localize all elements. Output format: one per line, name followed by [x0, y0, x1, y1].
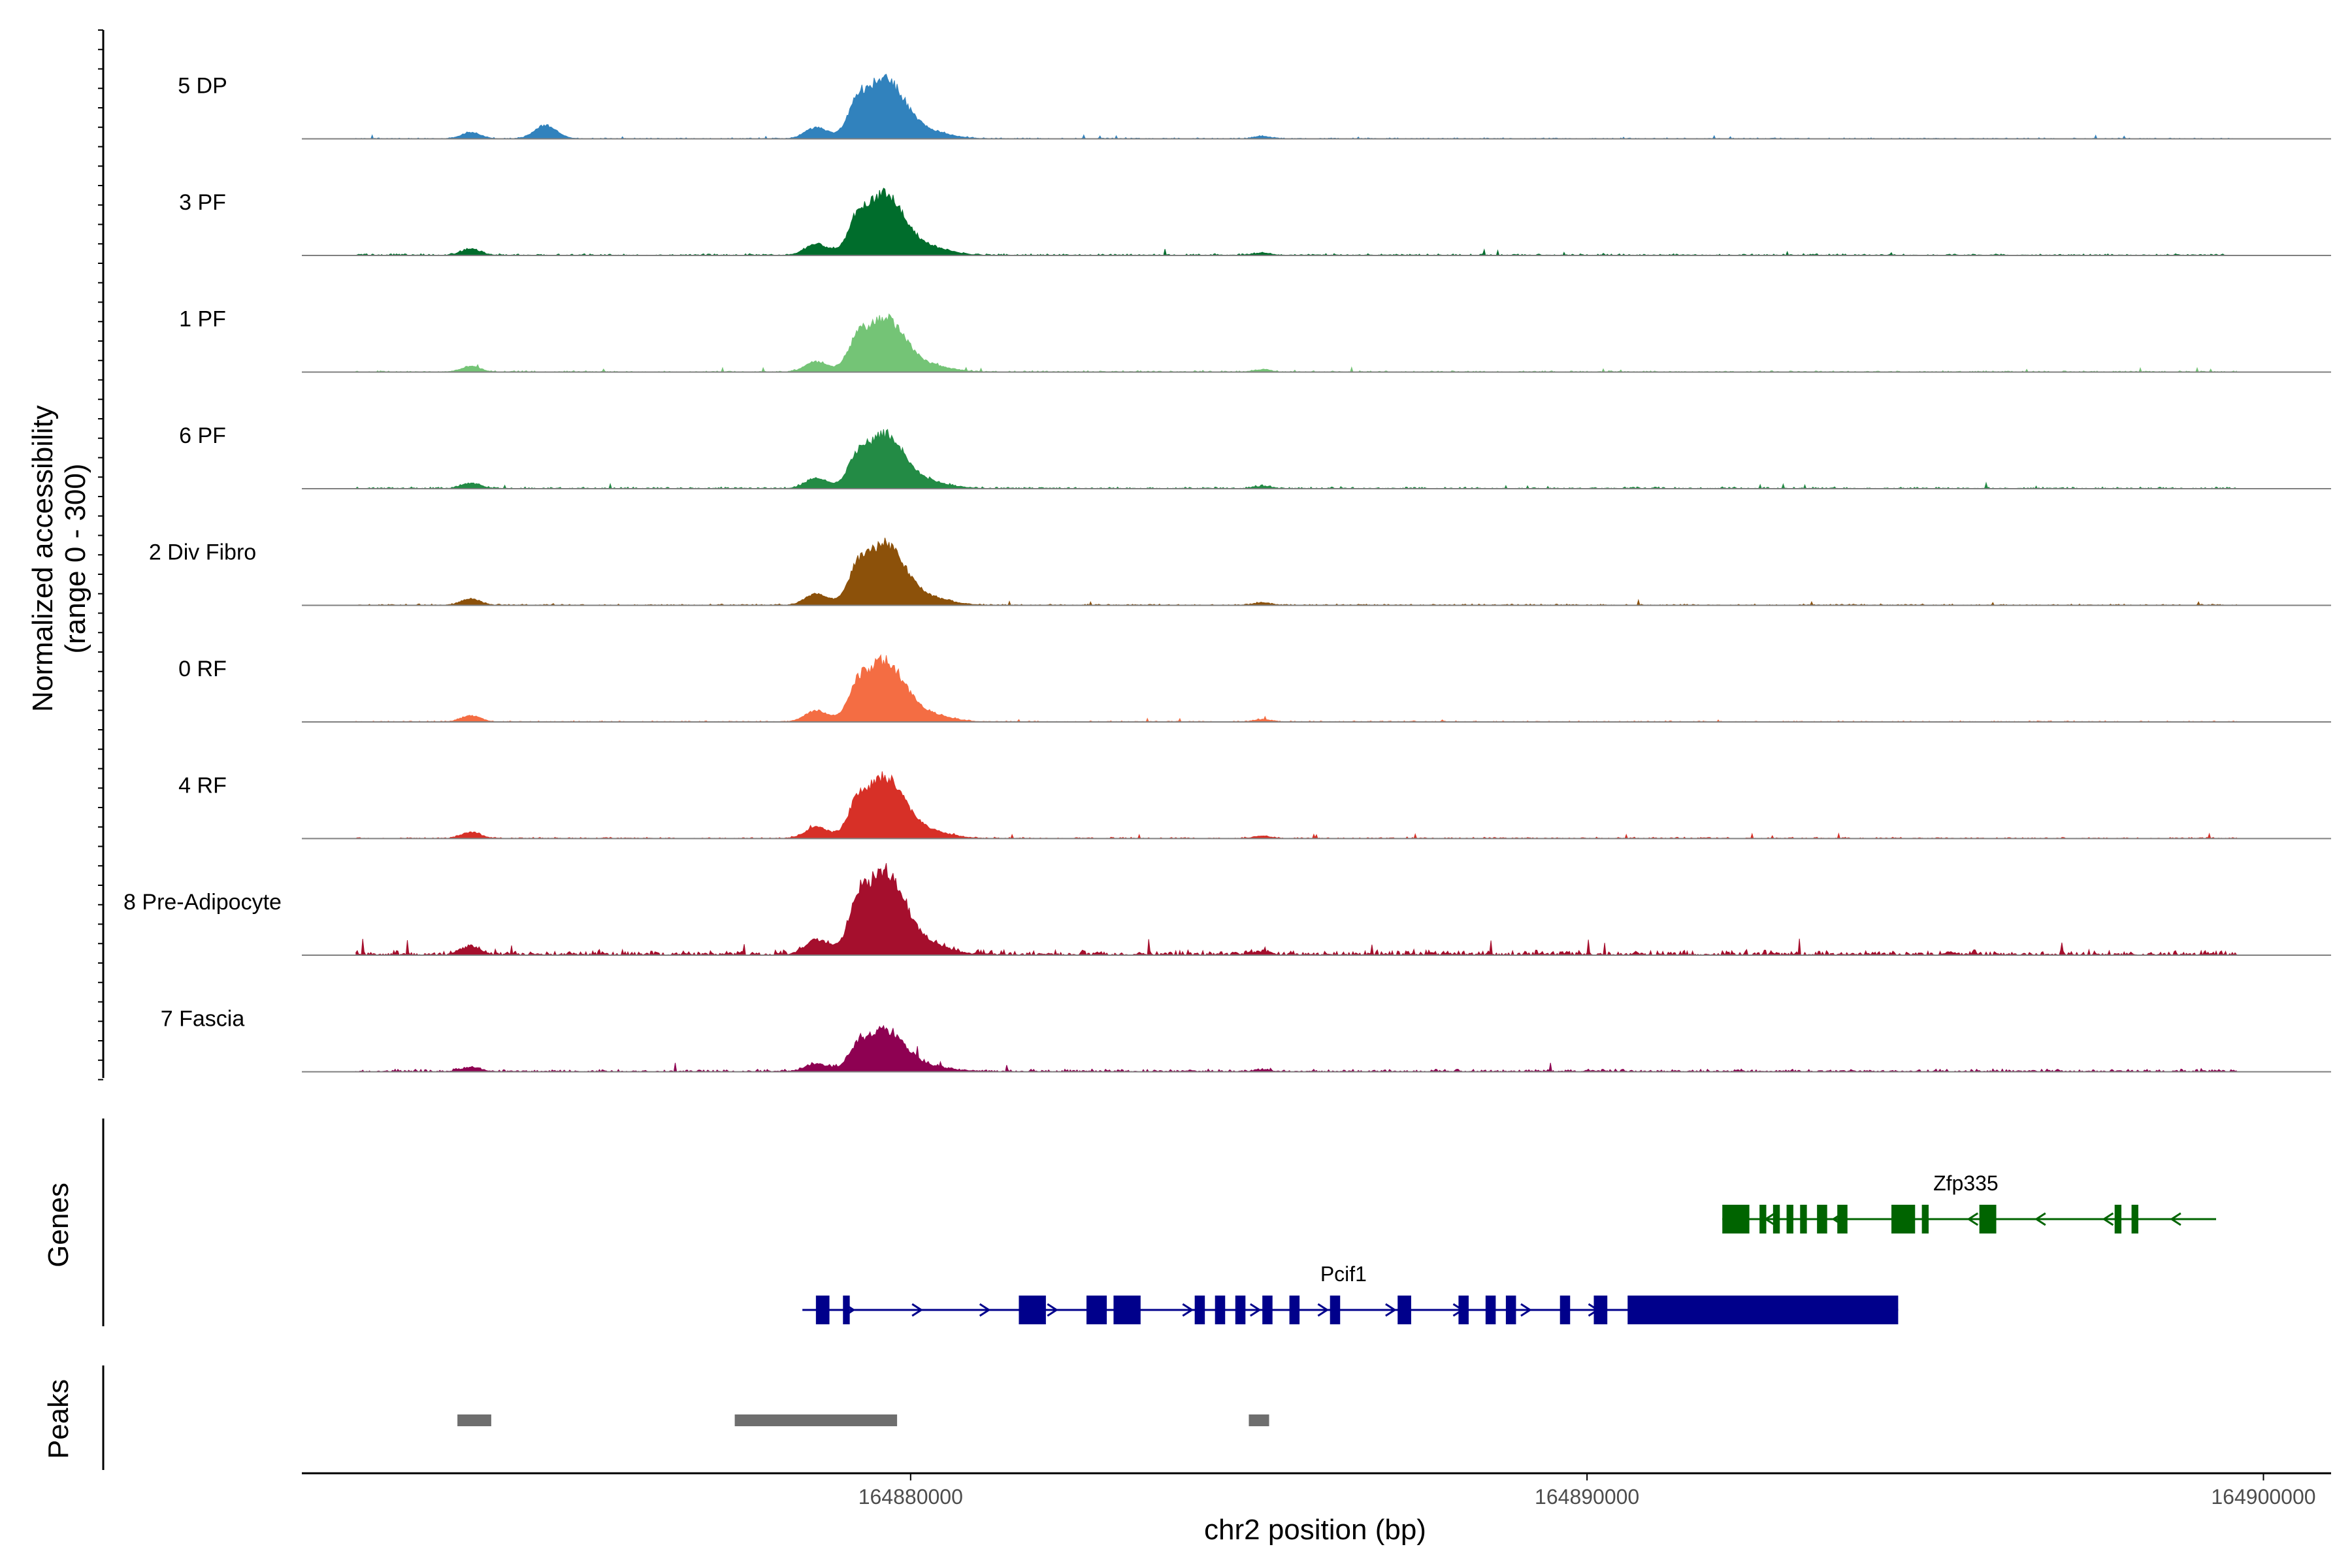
coverage-area-5-dp [355, 73, 2237, 140]
track-label-8-pre-adipocyte: 8 Pre-Adipocyte [123, 890, 282, 915]
exon-pcif1 [843, 1296, 850, 1324]
exon-pcif1 [1086, 1296, 1107, 1324]
peak-region [457, 1414, 491, 1426]
x-axis-title: chr2 position (bp) [1204, 1514, 1426, 1546]
exon-zfp335 [1891, 1205, 1916, 1233]
strand-arrow-pcif1 [1317, 1303, 1330, 1317]
exon-pcif1 [1262, 1296, 1273, 1324]
left-axes [98, 29, 105, 1470]
track-label-2-div-fibro: 2 Div Fibro [149, 540, 256, 565]
y-axis-range-label: (range 0 - 300) [59, 463, 91, 653]
exon-zfp335 [1817, 1205, 1827, 1233]
strand-arrow-zfp335 [2170, 1212, 2181, 1226]
x-tick-label: 164900000 [2211, 1485, 2315, 1509]
coverage-area-1-pf [355, 313, 2237, 373]
exon-pcif1 [815, 1296, 830, 1324]
x-tick-label: 164890000 [1535, 1485, 1639, 1509]
exon-zfp335 [1772, 1205, 1780, 1233]
strand-arrow-pcif1 [1182, 1303, 1194, 1317]
gene-annotation-track: Zfp335 Pcif1 [802, 1171, 2216, 1324]
exon-pcif1 [1019, 1296, 1046, 1324]
track-label-3-pf: 3 PF [179, 190, 226, 215]
exon-pcif1 [1113, 1296, 1141, 1324]
exon-pcif1 [1593, 1296, 1608, 1324]
exon-zfp335 [1722, 1205, 1750, 1233]
strand-arrow-pcif1 [1385, 1303, 1397, 1317]
exon-pcif1 [1330, 1296, 1341, 1324]
peak-track [457, 1414, 1269, 1426]
exon-pcif1 [1458, 1296, 1469, 1324]
gene-label-zfp335: Zfp335 [1933, 1171, 1999, 1195]
exon-pcif1 [1235, 1296, 1246, 1324]
coverage-area-0-rf [355, 654, 2237, 723]
track-label-1-pf: 1 PF [179, 307, 226, 332]
genes-panel-label: Genes [42, 1183, 74, 1267]
exon-zfp335 [1800, 1205, 1807, 1233]
track-label-5-dp: 5 DP [178, 74, 227, 99]
track-label-7-fascia: 7 Fascia [161, 1007, 245, 1032]
exon-pcif1 [1560, 1296, 1571, 1324]
gene-label-pcif1: Pcif1 [1320, 1262, 1367, 1286]
coverage-area-4-rf [355, 771, 2237, 840]
exon-pcif1 [1194, 1296, 1205, 1324]
coverage-area-3-pf [355, 188, 2237, 256]
x-tick-label: 164880000 [858, 1485, 963, 1509]
strand-arrow-pcif1 [1520, 1303, 1532, 1317]
exon-zfp335 [1786, 1205, 1793, 1233]
y-axis-title: Normalized accessibility [27, 405, 59, 711]
peaks-panel-label: Peaks [42, 1379, 74, 1459]
coverage-area-2-div-fibro [355, 537, 2237, 606]
strand-arrow-pcif1 [979, 1303, 991, 1317]
exon-pcif1 [1215, 1296, 1226, 1324]
exon-pcif1 [1397, 1296, 1411, 1324]
coverage-area-7-fascia [355, 1024, 2237, 1073]
exon-pcif1 [1505, 1296, 1516, 1324]
exon-zfp335 [1759, 1205, 1767, 1233]
track-label-4-rf: 4 RF [178, 774, 227, 798]
track-label-0-rf: 0 RF [178, 657, 227, 681]
exon-pcif1 [1627, 1296, 1899, 1324]
exon-pcif1 [1289, 1296, 1300, 1324]
strand-arrow-pcif1 [911, 1303, 923, 1317]
exon-pcif1 [1485, 1296, 1496, 1324]
exon-zfp335 [2131, 1205, 2138, 1233]
exon-zfp335 [1979, 1205, 1997, 1233]
strand-arrow-zfp335 [1967, 1212, 1979, 1226]
peak-region [1249, 1414, 1269, 1426]
coverage-area-8-pre-adipocyte [355, 863, 2237, 956]
exon-zfp335 [2114, 1205, 2122, 1233]
strand-arrow-pcif1 [1250, 1303, 1262, 1317]
coverage-area-6-pf [355, 429, 2237, 489]
peak-region [734, 1414, 898, 1426]
track-label-6-pf: 6 PF [179, 423, 226, 448]
accessibility-tracks: 5 DP 3 PF 1 PF 6 PF 2 Div Fibro 0 RF 4 RF 8 Pre… [123, 73, 2331, 1073]
exon-zfp335 [1921, 1205, 1929, 1233]
strand-arrow-zfp335 [2034, 1212, 2046, 1226]
x-axis: 164880000 164890000 164900000 [302, 1472, 2331, 1509]
exon-zfp335 [1837, 1205, 1848, 1233]
strand-arrow-pcif1 [1047, 1303, 1058, 1317]
strand-arrow-zfp335 [2102, 1212, 2114, 1226]
